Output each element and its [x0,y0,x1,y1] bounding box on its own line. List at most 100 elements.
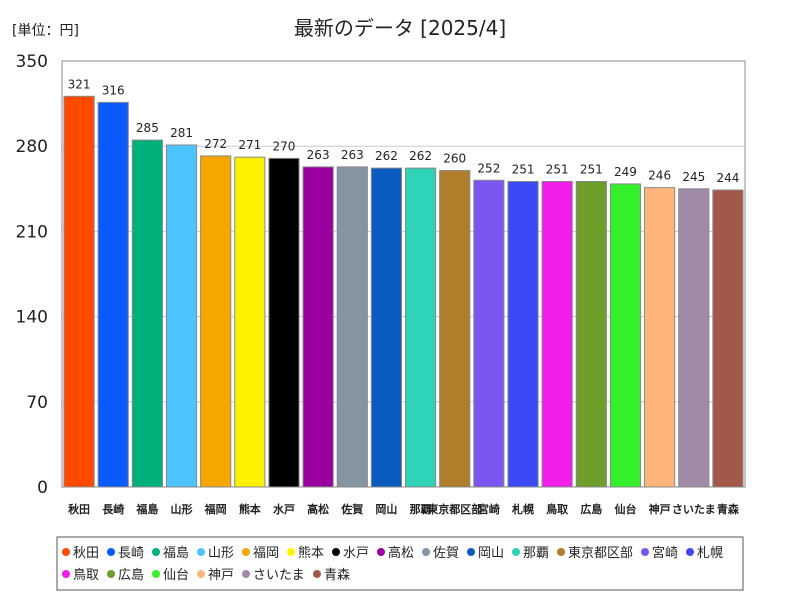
value-label: 251 [546,162,569,176]
x-tick-label: 水戸 [273,502,295,516]
legend-marker [242,570,250,578]
x-tick-label: 熊本 [239,502,261,516]
value-label: 252 [477,161,500,175]
value-label: 245 [682,170,705,184]
bar-青森 [712,189,744,488]
legend-marker [107,548,115,556]
legend-item: 福島 [163,546,189,561]
bar-秋田 [63,95,95,488]
x-tick-label: 秋田 [68,502,90,516]
value-label: 246 [648,169,671,183]
value-label: 262 [409,149,432,163]
bar-山形 [165,144,198,488]
bar-那覇 [405,167,437,488]
legend-marker [641,548,649,556]
chart-title: 最新のデータ [2025/4] [294,16,506,40]
bar-熊本 [234,156,266,488]
legend-item: 鳥取 [73,568,99,583]
legend-item: 宮崎 [652,545,678,561]
legend-marker [686,548,694,556]
value-label: 251 [580,162,603,176]
x-tick-label: さいたま [672,503,716,516]
legend-item: 神戸 [208,568,234,583]
bars [63,95,744,488]
legend-marker [332,548,340,556]
bar-高松 [302,166,334,488]
legend-item: 東京都区部 [568,545,633,561]
value-label: 263 [307,148,330,162]
legend-marker [287,548,295,556]
legend-marker [313,570,321,578]
legend-item: 青森 [324,568,350,583]
y-tick-label: 70 [26,393,48,413]
value-label: 262 [375,149,398,163]
x-tick-label: 福岡 [204,502,227,516]
x-axis: 秋田 長崎 福島 山形 福岡 熊本 水戸 高松 佐賀 岡山 那覇東京都区部宮崎 札幌 鳥取 広島 仙台 神戸さ… [68,502,740,516]
legend-item: 熊本 [298,545,324,561]
value-label: 271 [238,138,261,152]
bar-佐賀 [336,166,368,488]
legend-marker [467,548,475,556]
legend-marker [377,548,385,556]
bar-福岡 [200,155,232,488]
x-tick-label: 岡山 [375,502,397,516]
legend-marker [197,548,205,556]
legend-marker [107,570,115,578]
value-label: 272 [204,137,227,151]
x-tick-label: 長崎 [102,502,124,516]
y-axis: 0 70 140 210 280 350 [16,52,48,498]
legend-item: 高松 [388,545,414,561]
value-label: 260 [443,152,466,166]
legend-item: 水戸 [343,546,369,561]
bar-さいたま [678,188,710,488]
x-tick-label: 青森 [717,502,740,516]
x-tick-label: 高松 [307,502,329,516]
legend-marker [197,570,205,578]
x-tick-label: 鳥取 [546,502,568,516]
bar-水戸 [268,157,300,488]
x-tick-label: 仙台 [614,502,636,516]
legend-item: 秋田 [73,546,99,561]
x-tick-label: 宮崎 [478,502,500,516]
legend-marker [152,570,160,578]
legend-item: 広島 [118,568,144,583]
y-tick-label: 140 [16,308,48,328]
x-tick-label: 東京都区部 [427,502,482,516]
legend-item: 仙台 [163,568,189,583]
bar-神戸 [644,187,676,488]
bar-鳥取 [541,180,573,488]
unit-label: [単位：円] [12,23,79,39]
y-tick-label: 280 [16,137,48,157]
bar-仙台 [609,183,642,488]
legend-item: 山形 [208,546,234,561]
bar-宮崎 [473,179,505,488]
bar-札幌 [507,180,539,488]
x-tick-label: 札幌 [511,502,534,516]
legend-marker [242,548,250,556]
value-label: 251 [512,162,535,176]
legend-item: さいたま [253,568,305,583]
value-label: 316 [102,83,125,97]
legend-marker [62,548,70,556]
value-label: 285 [136,121,159,135]
legend-marker [152,548,160,556]
value-label: 263 [341,148,364,162]
legend-item: 札幌 [697,545,723,561]
legend-item: 那覇 [523,546,549,561]
bar-広島 [575,180,607,488]
y-tick-label: 210 [16,222,48,242]
legend-marker [422,548,430,556]
bar-福島 [131,139,163,488]
legend-marker [62,570,70,578]
legend-marker [512,548,520,556]
legend-item: 佐賀 [433,546,459,561]
y-tick-label: 350 [16,52,48,72]
x-tick-label: 神戸 [649,502,671,516]
legend-marker [557,548,565,556]
legend-item: 岡山 [478,546,504,561]
x-tick-label: 山形 [171,502,193,516]
y-tick-label: 0 [37,478,48,498]
x-tick-label: 広島 [580,502,602,516]
